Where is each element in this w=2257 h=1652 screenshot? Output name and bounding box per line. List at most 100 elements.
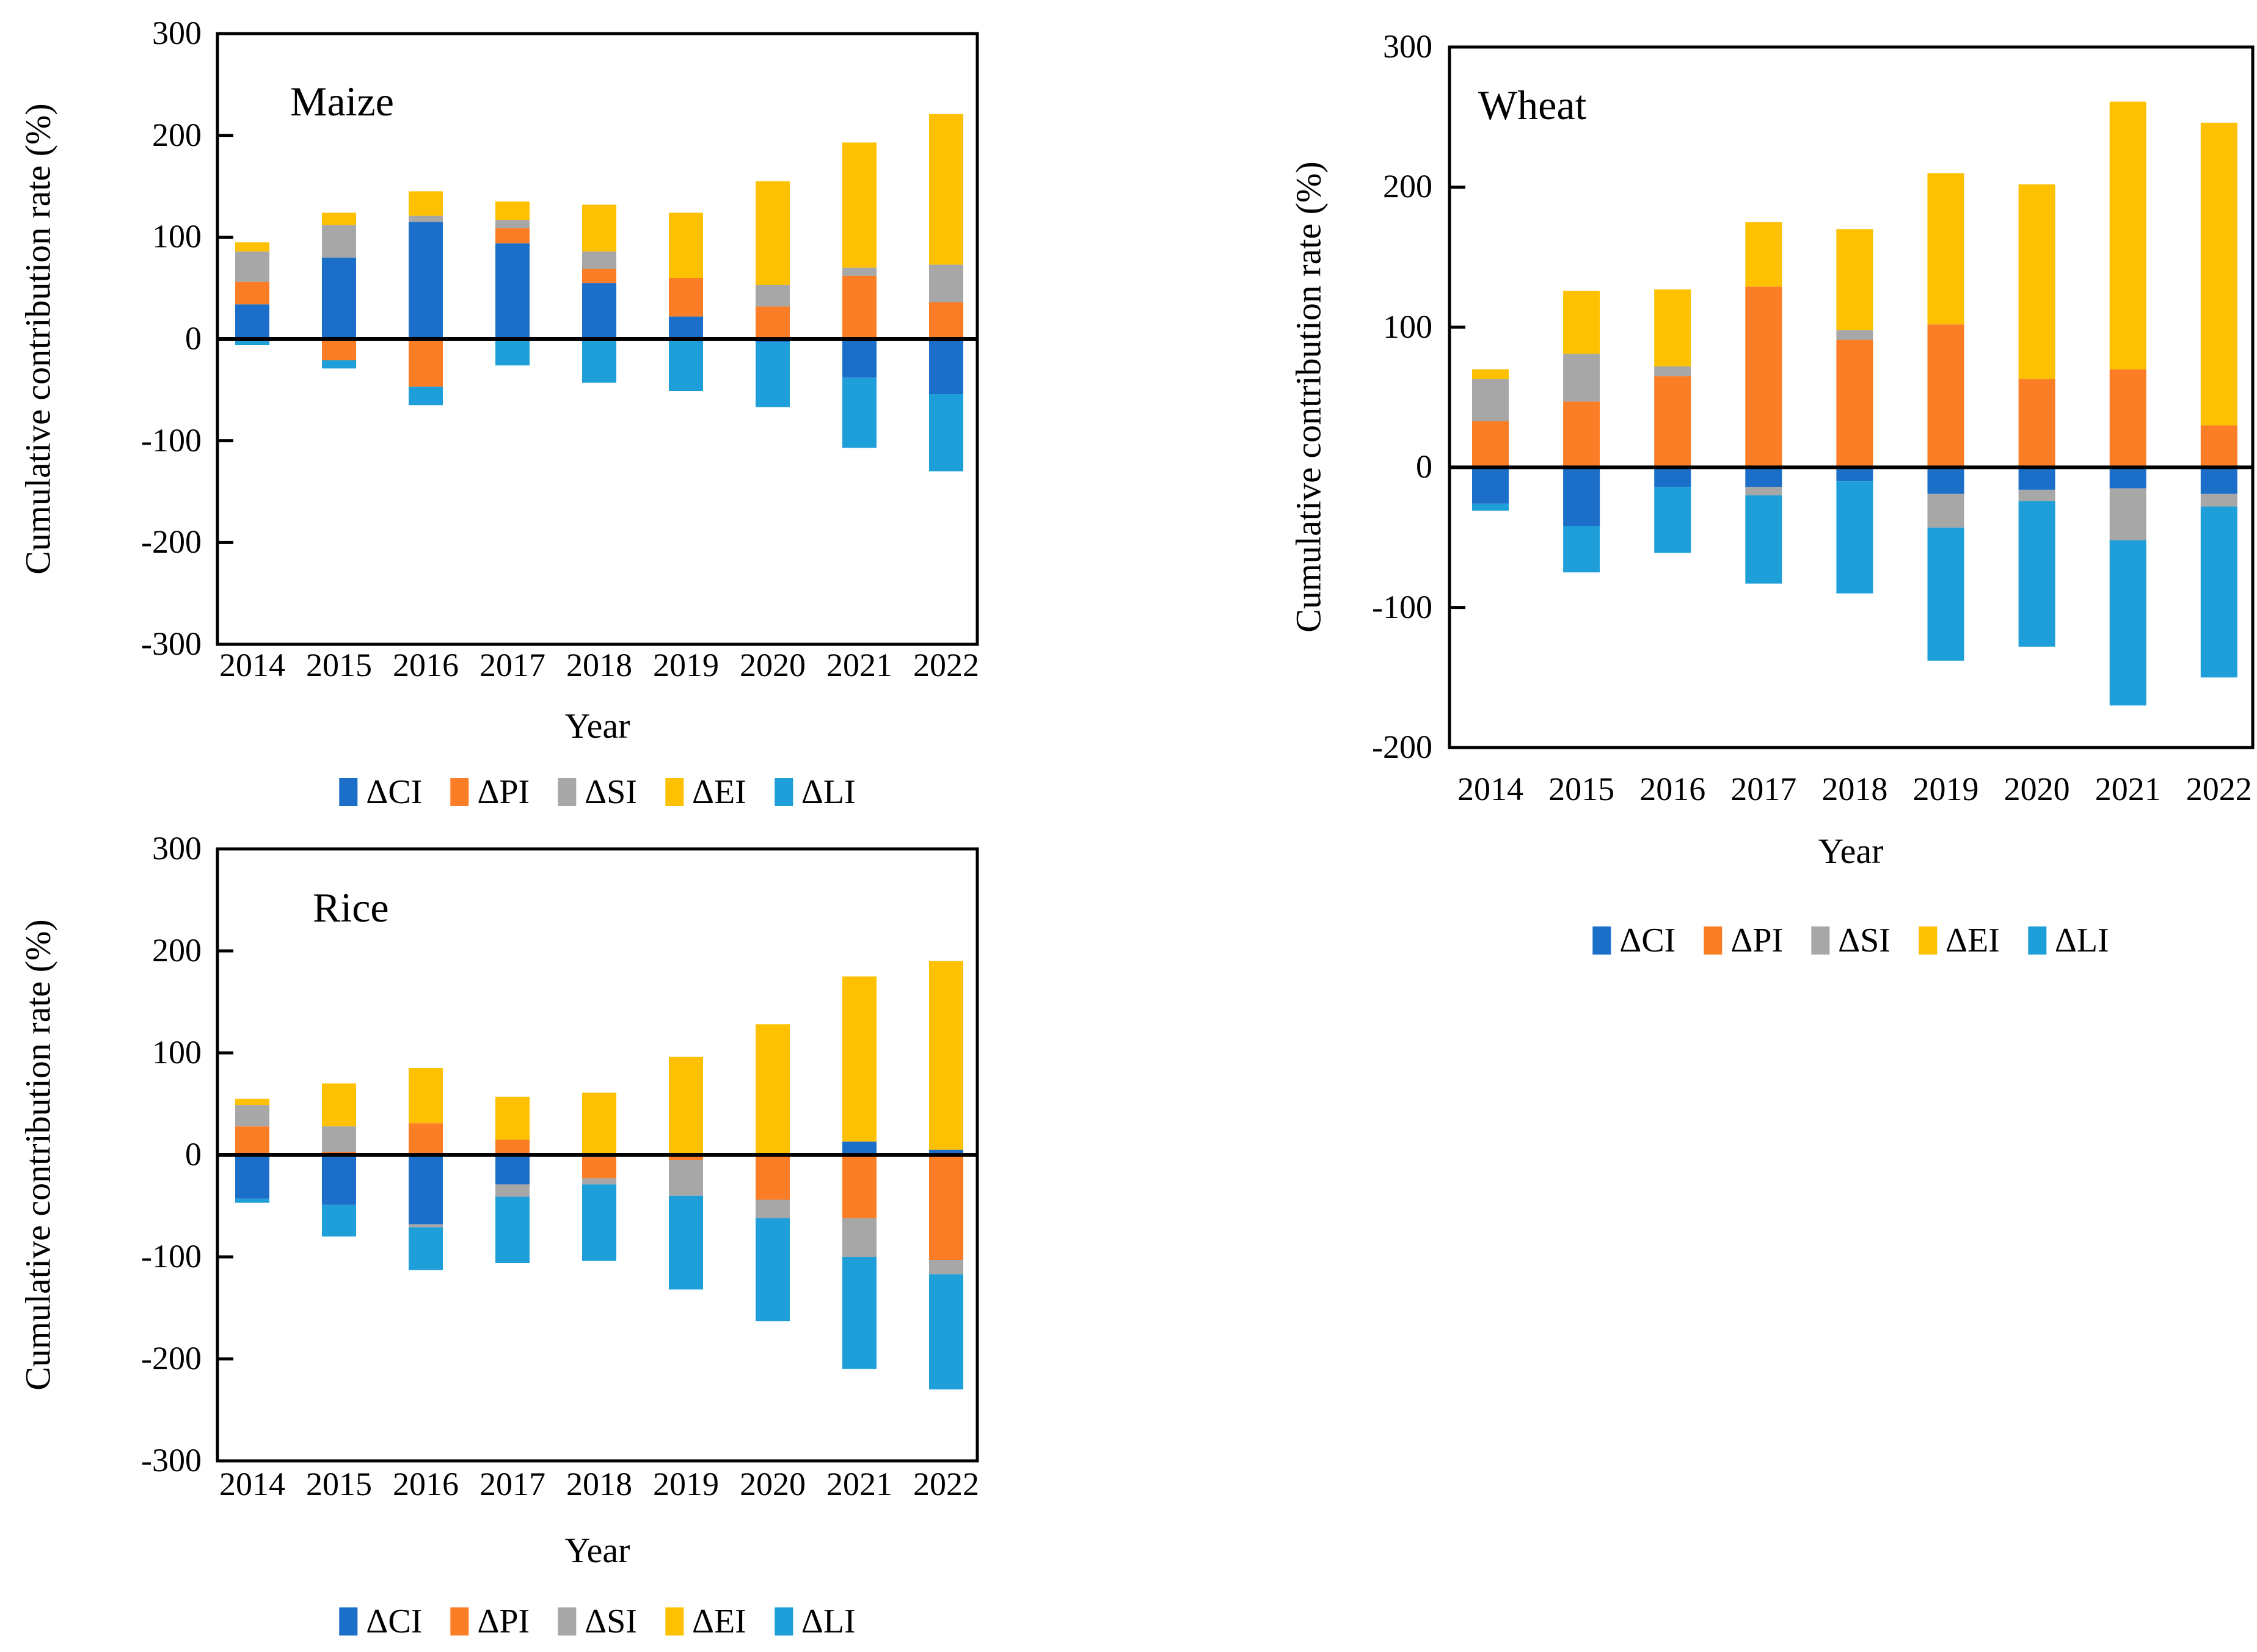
bar-segment-maize-2014-dSI xyxy=(235,251,269,282)
bar-segment-maize-2020-dLI xyxy=(756,342,790,407)
legend-swatch-PI xyxy=(450,1607,469,1636)
legend-rice: ΔCI ΔPI ΔSI ΔEI ΔLI xyxy=(339,1603,856,1640)
bar-segment-maize-2021-dCI xyxy=(842,339,877,378)
legend-item-PI: ΔPI xyxy=(1704,923,1783,958)
x-axis-label-maize: Year xyxy=(564,706,630,746)
x-tick-label-wheat-2017: 2017 xyxy=(1730,771,1797,807)
y-tick-label-rice-300: 300 xyxy=(152,830,202,867)
bar-segment-maize-2022-dSI xyxy=(929,264,963,302)
bar-segment-rice-2017-dLI xyxy=(495,1196,530,1264)
bar-segment-rice-2021-dLI xyxy=(842,1257,877,1369)
bar-segment-wheat-2017-dLI xyxy=(1745,495,1782,584)
bar-segment-maize-2015-dSI xyxy=(322,225,356,258)
bar-segment-maize-2017-dCI xyxy=(495,243,530,339)
bar-segment-wheat-2022-dSI xyxy=(2200,493,2237,507)
bar-segment-wheat-2020-dSI xyxy=(2018,489,2055,501)
legend-item-LI: ΔLI xyxy=(2027,923,2109,958)
x-tick-label-rice-2022: 2022 xyxy=(913,1466,979,1502)
x-tick-label-maize-2020: 2020 xyxy=(740,647,806,683)
legend-label-PI: ΔPI xyxy=(477,773,530,811)
bar-segment-wheat-2019-dPI xyxy=(1927,324,1964,468)
x-tick-label-maize-2022: 2022 xyxy=(913,647,979,683)
bar-segment-rice-2022-dEI xyxy=(929,961,963,1150)
x-tick-label-wheat-2019: 2019 xyxy=(1912,771,1979,807)
bar-segment-wheat-2020-dLI xyxy=(2018,501,2055,647)
legend-item-LI: ΔLI xyxy=(774,775,856,809)
bar-segment-wheat-2022-dPI xyxy=(2200,425,2237,468)
x-tick-label-maize-2021: 2021 xyxy=(826,647,892,683)
bar-segment-maize-2017-dEI xyxy=(495,202,530,220)
bar-segment-rice-2020-dSI xyxy=(756,1199,790,1218)
y-tick-label-maize--200: -200 xyxy=(141,523,202,561)
legend-item-EI: ΔEI xyxy=(665,775,746,809)
x-tick-label-wheat-2022: 2022 xyxy=(2186,771,2252,807)
chart-title-wheat: Wheat xyxy=(1478,82,1587,128)
bar-segment-rice-2020-dPI xyxy=(756,1155,790,1200)
bar-segment-rice-2020-dEI xyxy=(756,1024,790,1155)
legend-swatch-CI xyxy=(339,778,358,806)
bar-segment-maize-2014-dCI xyxy=(235,304,269,339)
bar-segment-maize-2019-dPI xyxy=(669,278,703,317)
legend-item-PI: ΔPI xyxy=(450,1604,530,1639)
legend-label-PI: ΔPI xyxy=(1730,922,1784,959)
bar-segment-wheat-2019-dCI xyxy=(1927,467,1964,494)
x-tick-label-rice-2019: 2019 xyxy=(653,1466,719,1502)
bar-segment-maize-2022-dEI xyxy=(929,114,963,265)
bar-segment-wheat-2014-dPI xyxy=(1472,421,1509,468)
bar-segment-rice-2022-dLI xyxy=(929,1274,963,1390)
legend-swatch-EI xyxy=(665,1607,684,1636)
chart-title-rice: Rice xyxy=(313,884,389,931)
x-tick-label-maize-2015: 2015 xyxy=(306,647,372,683)
bar-segment-wheat-2021-dPI xyxy=(2109,369,2146,468)
legend-label-CI: ΔCI xyxy=(366,1603,423,1640)
plot-border-wheat xyxy=(1448,45,2255,749)
legend-wheat: ΔCI ΔPI ΔSI ΔEI ΔLI xyxy=(1592,923,2109,958)
legend-item-SI: ΔSI xyxy=(558,1604,637,1639)
y-tick-label-wheat-200: 200 xyxy=(1383,168,1432,205)
legend-swatch-SI xyxy=(558,1607,577,1636)
y-tick-label-rice-0: 0 xyxy=(185,1136,202,1173)
legend-label-LI: ΔLI xyxy=(801,1603,856,1640)
bar-segment-maize-2020-dPI xyxy=(756,306,790,339)
bar-segment-wheat-2018-dPI xyxy=(1836,340,1873,468)
bar-segment-maize-2015-dPI xyxy=(322,339,356,360)
bar-segment-maize-2021-dLI xyxy=(842,377,877,448)
y-axis-title-wheat: Cumulative contribution rate (%) xyxy=(1288,161,1329,633)
bar-segment-wheat-2020-dEI xyxy=(2018,184,2055,379)
legend-item-CI: ΔCI xyxy=(339,1604,422,1639)
legend-label-CI: ΔCI xyxy=(1619,922,1676,959)
bar-segment-maize-2016-dPI xyxy=(409,339,443,387)
x-tick-label-wheat-2014: 2014 xyxy=(1457,771,1523,807)
bar-segment-wheat-2018-dSI xyxy=(1836,330,1873,340)
bar-segment-maize-2017-dLI xyxy=(495,339,530,366)
bar-segment-maize-2014-dEI xyxy=(235,242,269,252)
bar-segment-rice-2017-dCI xyxy=(495,1155,530,1185)
bar-segment-rice-2019-dPI xyxy=(669,1155,703,1160)
bar-segment-rice-2016-dSI xyxy=(409,1224,443,1228)
legend-swatch-SI xyxy=(558,778,577,806)
bar-segment-maize-2018-dLI xyxy=(582,339,616,383)
bar-segment-maize-2015-dEI xyxy=(322,213,356,225)
bar-segment-rice-2018-dSI xyxy=(582,1178,616,1185)
x-axis-label-rice: Year xyxy=(564,1530,630,1570)
bar-segment-rice-2014-dPI xyxy=(235,1126,269,1155)
bar-segment-wheat-2015-dSI xyxy=(1563,354,1600,402)
legend-label-SI: ΔSI xyxy=(585,773,637,811)
x-tick-label-rice-2018: 2018 xyxy=(566,1466,632,1502)
y-tick-label-rice-100: 100 xyxy=(152,1034,202,1071)
bar-segment-rice-2014-dSI xyxy=(235,1105,269,1127)
bar-segment-maize-2015-dLI xyxy=(322,360,356,369)
bar-segment-rice-2016-dLI xyxy=(409,1227,443,1270)
bar-segment-rice-2015-dCI xyxy=(322,1155,356,1205)
x-axis-label-wheat: Year xyxy=(1818,831,1884,871)
legend-item-CI: ΔCI xyxy=(339,775,422,809)
bar-segment-wheat-2018-dCI xyxy=(1836,467,1873,482)
bar-segment-rice-2018-dEI xyxy=(582,1093,616,1155)
bar-segment-wheat-2014-dLI xyxy=(1472,503,1509,511)
legend-swatch-CI xyxy=(339,1607,358,1636)
y-tick-label-rice-200: 200 xyxy=(152,932,202,969)
